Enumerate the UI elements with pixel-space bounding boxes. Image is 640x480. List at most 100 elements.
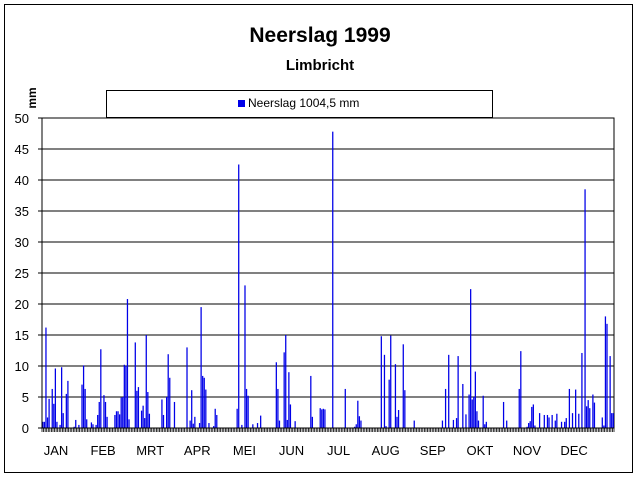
bar	[203, 377, 205, 428]
bar	[286, 419, 288, 428]
bar	[53, 403, 55, 428]
y-tick-label: 15	[15, 328, 29, 343]
bar	[147, 392, 149, 428]
y-axis-label: mm	[25, 87, 39, 108]
bar	[189, 420, 191, 428]
bar	[585, 406, 588, 428]
bar	[471, 399, 473, 428]
bar	[137, 387, 140, 428]
bar	[289, 404, 292, 428]
bar	[444, 388, 447, 428]
bar	[506, 420, 508, 428]
bar	[73, 426, 75, 428]
bar	[67, 380, 69, 428]
bar	[214, 408, 216, 428]
bar	[256, 423, 259, 428]
bar	[560, 421, 563, 428]
bar	[332, 131, 334, 428]
bar	[65, 393, 67, 428]
bar	[92, 424, 94, 428]
bar	[396, 416, 398, 428]
bar	[388, 379, 390, 428]
bar	[319, 408, 321, 428]
bar	[529, 421, 531, 428]
bar	[518, 388, 520, 428]
bar	[584, 189, 586, 428]
bar	[385, 426, 387, 428]
chart-subtitle: Limbricht	[285, 57, 355, 74]
y-tick-label: 20	[15, 297, 29, 312]
bar	[84, 388, 86, 428]
bar	[173, 401, 176, 428]
bar	[468, 394, 470, 428]
bar	[186, 347, 188, 428]
bar	[283, 352, 285, 428]
bar	[581, 352, 583, 428]
bar	[126, 299, 129, 428]
bar	[448, 354, 450, 428]
bar	[136, 390, 138, 428]
bar	[114, 414, 116, 428]
bar	[216, 414, 218, 428]
bar	[465, 414, 467, 428]
bar	[200, 307, 202, 428]
bar	[531, 406, 533, 428]
bar	[134, 342, 136, 428]
bar	[142, 405, 144, 428]
bar	[125, 366, 127, 428]
bar	[90, 422, 93, 428]
bar	[556, 413, 558, 428]
bar	[98, 401, 100, 428]
bar	[51, 388, 53, 428]
bar	[194, 416, 196, 428]
bar	[548, 417, 550, 428]
bar	[205, 389, 207, 428]
bar	[123, 364, 125, 428]
bar	[294, 421, 296, 428]
bar	[162, 414, 165, 428]
bar	[122, 397, 124, 428]
bar	[534, 425, 536, 428]
legend-label: Neerslag 1004,5 mm	[248, 96, 360, 110]
bar	[564, 421, 566, 428]
month-label: MEI	[233, 443, 256, 458]
bar	[593, 402, 596, 428]
y-tick-label: 30	[15, 235, 29, 250]
bar	[118, 414, 121, 428]
bar	[48, 398, 50, 428]
bar	[311, 416, 314, 428]
bar	[470, 289, 472, 428]
y-tick-label: 0	[22, 421, 29, 436]
bar	[213, 426, 215, 428]
chart-title: Neerslag 1999	[249, 24, 391, 47]
bar	[277, 388, 279, 428]
bar	[46, 417, 49, 428]
bar	[324, 409, 326, 428]
bar	[452, 419, 455, 428]
bar	[192, 423, 194, 428]
bar	[208, 423, 210, 428]
bar	[551, 414, 553, 428]
month-label: SEP	[420, 443, 446, 458]
bar	[78, 424, 80, 428]
bar	[238, 164, 240, 428]
bar	[61, 367, 63, 428]
bar	[82, 365, 85, 428]
month-label: JUN	[279, 443, 304, 458]
bar	[592, 394, 594, 428]
bar	[191, 390, 193, 428]
bar	[59, 424, 61, 428]
bar	[476, 411, 478, 428]
bar	[247, 395, 249, 428]
bar	[394, 364, 397, 428]
bar	[144, 418, 146, 428]
month-label: FEB	[90, 443, 115, 458]
bar	[62, 413, 64, 428]
bar	[502, 401, 505, 428]
bar	[482, 395, 484, 428]
y-tick-label: 10	[15, 359, 29, 374]
bar	[104, 401, 107, 428]
bar	[148, 413, 151, 428]
bar	[457, 356, 459, 428]
